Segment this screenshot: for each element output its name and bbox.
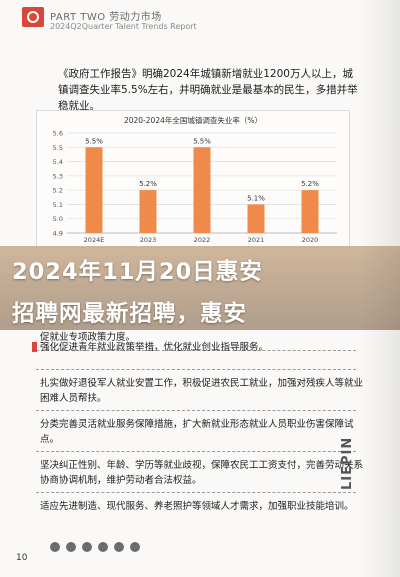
chart-bar [193,147,211,233]
list-item: 坚决纠正性别、年龄、学历等就业歧视，保障农民工工资支付，完善劳动关系协商协调机制… [40,458,365,488]
y-tick-label: 4.9 [53,230,63,238]
list-item-text: 适应先进制造、现代服务、养老照护等领域人才需求，加强职业技能培训。 [40,501,354,512]
chart-bar [85,147,103,233]
x-tick-label: 2024E [84,236,105,244]
report-subtitle: 2024Q2Quarter Talent Trends Report [50,22,197,31]
y-tick-label: 5.6 [53,130,63,138]
list-item: 促就业专项政策力度。 [40,330,365,345]
brand-text: LIEPIN [340,436,355,490]
chart-bar [139,190,157,233]
page-edge-shadow [360,0,400,577]
footer-logo-icon [98,542,108,552]
bullet-icon [32,342,37,352]
footer-logo-icon [114,542,124,552]
divider [36,410,356,411]
headline-banner [0,246,400,330]
x-tick-label: 2022 [194,236,211,244]
divider [36,492,356,493]
bar-data-label: 5.5% [193,137,211,145]
divider [36,369,356,370]
list-item: 适应先进制造、现代服务、养老照护等领域人才需求，加强职业技能培训。 [40,499,365,514]
divider [36,350,356,351]
y-tick-label: 5.0 [53,215,63,223]
chart-bar [247,204,265,233]
chart-svg: 2020-2024年全国城镇调查失业率（%） 5.6 5.5 5.4 5.3 5.2 5.1… [53,115,337,244]
footer-logo-icon [82,542,92,552]
unemployment-chart: 2020-2024年全国城镇调查失业率（%） 5.6 5.5 5.4 5.3 5.2 5.1… [36,110,350,248]
brand-watermark: LIEPIN [340,430,355,490]
bar-data-label: 5.2% [139,180,157,188]
y-tick-label: 5.3 [53,172,63,180]
list-item-text: 促就业专项政策力度。 [40,332,136,343]
list-item-text: 分类完善灵活就业服务保障措施，扩大新就业形态就业人员职业伤害保障试点。 [40,419,354,445]
bar-data-label: 5.5% [85,137,103,145]
list-item: 强化促进青年就业政策举措，优化就业创业指导服务。 [32,340,365,355]
y-tick-label: 5.2 [53,187,63,195]
y-tick-label: 5.5 [53,144,63,152]
list-item-text: 扎实做好退役军人就业安置工作，积极促进农民工就业，加强对残疾人等就业困难人员帮扶… [40,378,364,404]
page-number: 10 [16,553,28,563]
x-tick-label: 2020 [302,236,319,244]
divider [36,451,356,452]
list-item: 扎实做好退役军人就业安置工作，积极促进农民工就业，加强对残疾人等就业困难人员帮扶… [40,376,365,406]
list-item-text: 强化促进青年就业政策举措，优化就业创业指导服务。 [40,342,269,353]
x-tick-label: 2021 [248,236,265,244]
section-title: PART TWO 劳动力市场 [50,12,162,23]
report-logo-icon [22,7,44,27]
footer-logo-icon [66,542,76,552]
y-tick-label: 5.1 [53,201,63,209]
list-item: 分类完善灵活就业服务保障措施，扩大新就业形态就业人员职业伤害保障试点。 [40,417,365,447]
chart-bar [301,190,319,233]
banner-line-2: 招聘网最新招聘，惠安 [12,301,248,327]
banner-line-1: 2024年11月20日惠安 [12,259,263,285]
bar-data-label: 5.2% [301,180,319,188]
x-tick-label: 2023 [140,236,157,244]
intro-paragraph: 《政府工作报告》明确2024年城镇新增就业1200万人以上，城镇调查失业率5.5… [58,68,358,112]
bar-data-label: 5.1% [247,194,265,202]
footer-logo-icon [130,542,140,552]
list-item-text: 坚决纠正性别、年龄、学历等就业歧视，保障农民工工资支付，完善劳动关系协商协调机制… [40,460,364,486]
y-tick-label: 5.4 [53,158,63,166]
footer-logo-icon [50,542,60,552]
chart-title: 2020-2024年全国城镇调查失业率（%） [124,115,262,125]
